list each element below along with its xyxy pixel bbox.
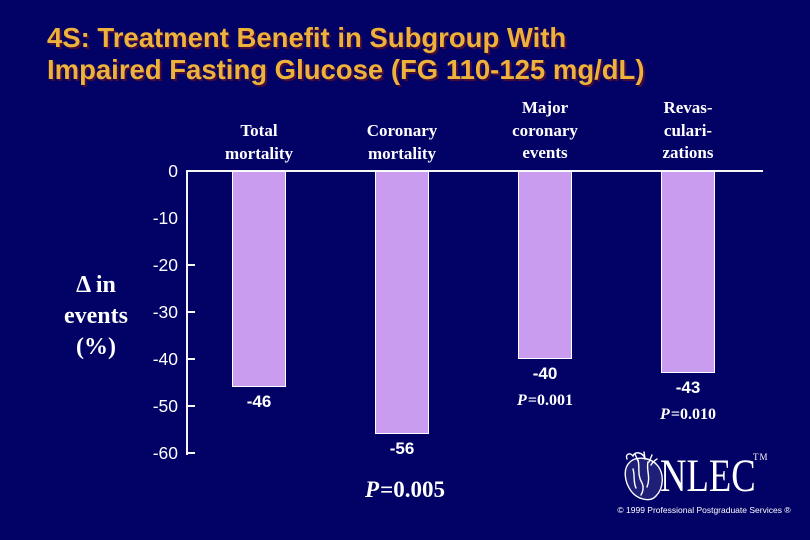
y-tick-label: -60	[152, 443, 178, 463]
y-axis-title: Δ in events (%)	[64, 272, 128, 360]
column-header-coronary-mortality: Coronary mortality	[366, 121, 438, 163]
p-value-label-revascularizations: P=0.010	[660, 406, 716, 423]
bar-value-label-coronary-mortality: -56	[389, 439, 415, 458]
baseline-zero-line	[186, 170, 763, 172]
bar-major-coronary-events	[518, 171, 572, 359]
p-value-label-coronary-mortality: P=0.005	[365, 477, 445, 502]
y-tick-mark	[188, 405, 195, 407]
copyright-line: © 1999 Professional Postgraduate Service…	[617, 505, 791, 515]
y-tick-mark	[188, 264, 195, 266]
bar-coronary-mortality	[375, 171, 429, 434]
y-tick-label: -20	[152, 255, 178, 275]
y-tick-label: -10	[152, 208, 178, 228]
slide-title: 4S: Treatment Benefit in Subgroup With I…	[47, 22, 767, 86]
heart-logo-icon	[621, 449, 669, 510]
bar-value-label-major-coronary-events: -40	[532, 364, 558, 383]
y-tick-label: -50	[152, 396, 178, 416]
bar-revascularizations	[661, 171, 715, 373]
column-header-revascularizations: Revas- culari- zations	[662, 98, 714, 162]
y-tick-label: -30	[152, 302, 178, 322]
slide-title-line2: Impaired Fasting Glucose (FG 110-125 mg/…	[47, 54, 645, 85]
column-header-major-coronary-events: Major coronary events	[512, 98, 578, 162]
bar-value-label-total-mortality: -46	[246, 392, 272, 411]
logo-trademark: TM	[753, 452, 769, 462]
bar-value-label-revascularizations: -43	[675, 378, 701, 397]
y-axis-line	[186, 170, 188, 455]
p-value-label-major-coronary-events: P=0.001	[517, 392, 573, 409]
logo-nlec-text: NLEC	[660, 450, 756, 502]
y-tick-label: -40	[152, 349, 178, 369]
y-tick-mark	[188, 358, 195, 360]
slide-title-line1: 4S: Treatment Benefit in Subgroup With	[47, 22, 567, 53]
y-tick-mark	[188, 452, 195, 454]
column-header-total-mortality: Total mortality	[225, 121, 293, 163]
y-tick-mark	[188, 311, 195, 313]
bar-total-mortality	[232, 171, 286, 387]
y-tick-label: 0	[168, 161, 178, 181]
